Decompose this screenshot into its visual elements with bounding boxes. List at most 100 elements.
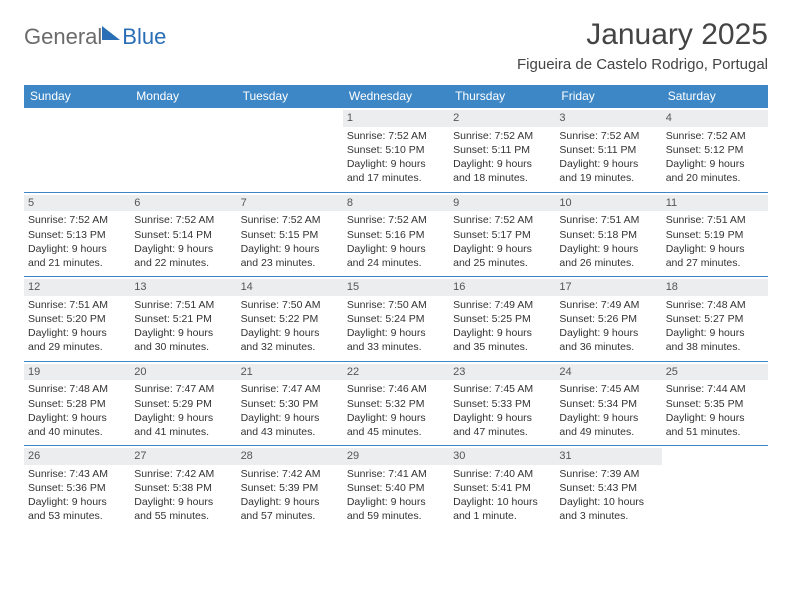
day-number: 8 — [343, 195, 449, 212]
sunrise-line: Sunrise: 7:40 AM — [453, 467, 551, 481]
calendar-cell: 19Sunrise: 7:48 AMSunset: 5:28 PMDayligh… — [24, 361, 130, 446]
sunset-line: Sunset: 5:14 PM — [134, 228, 232, 242]
header-row: General Blue January 2025 Figueira de Ca… — [24, 18, 768, 73]
day-number: 10 — [555, 195, 661, 212]
day-number: 6 — [130, 195, 236, 212]
sunset-line: Sunset: 5:33 PM — [453, 397, 551, 411]
daylight-line: Daylight: 9 hours and 20 minutes. — [666, 157, 764, 185]
sunrise-line: Sunrise: 7:44 AM — [666, 382, 764, 396]
day-number: 13 — [130, 279, 236, 296]
sunset-line: Sunset: 5:32 PM — [347, 397, 445, 411]
daylight-line: Daylight: 9 hours and 27 minutes. — [666, 242, 764, 270]
sunset-line: Sunset: 5:34 PM — [559, 397, 657, 411]
logo: General Blue — [24, 24, 166, 50]
daylight-line: Daylight: 9 hours and 18 minutes. — [453, 157, 551, 185]
sunrise-line: Sunrise: 7:41 AM — [347, 467, 445, 481]
daylight-line: Daylight: 9 hours and 21 minutes. — [28, 242, 126, 270]
day-number: 23 — [449, 364, 555, 381]
sunrise-line: Sunrise: 7:45 AM — [559, 382, 657, 396]
day-number: 20 — [130, 364, 236, 381]
logo-text-general: General — [24, 24, 102, 50]
day-number: 12 — [24, 279, 130, 296]
weekday-header: Friday — [555, 85, 661, 108]
sunrise-line: Sunrise: 7:42 AM — [134, 467, 232, 481]
calendar-cell: 28Sunrise: 7:42 AMSunset: 5:39 PMDayligh… — [237, 446, 343, 530]
sunrise-line: Sunrise: 7:52 AM — [134, 213, 232, 227]
daylight-line: Daylight: 9 hours and 25 minutes. — [453, 242, 551, 270]
calendar-cell: 24Sunrise: 7:45 AMSunset: 5:34 PMDayligh… — [555, 361, 661, 446]
sunset-line: Sunset: 5:29 PM — [134, 397, 232, 411]
day-number: 30 — [449, 448, 555, 465]
daylight-line: Daylight: 9 hours and 59 minutes. — [347, 495, 445, 523]
calendar-cell-empty — [24, 108, 130, 193]
calendar-cell: 4Sunrise: 7:52 AMSunset: 5:12 PMDaylight… — [662, 108, 768, 193]
calendar-cell-empty — [237, 108, 343, 193]
day-number: 27 — [130, 448, 236, 465]
sunrise-line: Sunrise: 7:51 AM — [666, 213, 764, 227]
sunrise-line: Sunrise: 7:47 AM — [241, 382, 339, 396]
daylight-line: Daylight: 9 hours and 17 minutes. — [347, 157, 445, 185]
calendar-cell: 31Sunrise: 7:39 AMSunset: 5:43 PMDayligh… — [555, 446, 661, 530]
sunset-line: Sunset: 5:40 PM — [347, 481, 445, 495]
sunset-line: Sunset: 5:38 PM — [134, 481, 232, 495]
daylight-line: Daylight: 9 hours and 32 minutes. — [241, 326, 339, 354]
daylight-line: Daylight: 9 hours and 30 minutes. — [134, 326, 232, 354]
daylight-line: Daylight: 10 hours and 1 minute. — [453, 495, 551, 523]
sunset-line: Sunset: 5:27 PM — [666, 312, 764, 326]
calendar-cell-empty — [130, 108, 236, 193]
sunset-line: Sunset: 5:39 PM — [241, 481, 339, 495]
sunrise-line: Sunrise: 7:39 AM — [559, 467, 657, 481]
sunset-line: Sunset: 5:17 PM — [453, 228, 551, 242]
sunset-line: Sunset: 5:30 PM — [241, 397, 339, 411]
sunset-line: Sunset: 5:18 PM — [559, 228, 657, 242]
calendar-cell: 17Sunrise: 7:49 AMSunset: 5:26 PMDayligh… — [555, 277, 661, 362]
daylight-line: Daylight: 9 hours and 55 minutes. — [134, 495, 232, 523]
calendar-cell: 18Sunrise: 7:48 AMSunset: 5:27 PMDayligh… — [662, 277, 768, 362]
daylight-line: Daylight: 9 hours and 43 minutes. — [241, 411, 339, 439]
calendar-cell: 26Sunrise: 7:43 AMSunset: 5:36 PMDayligh… — [24, 446, 130, 530]
sunrise-line: Sunrise: 7:51 AM — [559, 213, 657, 227]
calendar-cell-empty — [662, 446, 768, 530]
weekday-header: Wednesday — [343, 85, 449, 108]
weekday-header: Tuesday — [237, 85, 343, 108]
sunrise-line: Sunrise: 7:49 AM — [559, 298, 657, 312]
sunrise-line: Sunrise: 7:52 AM — [666, 129, 764, 143]
calendar-week-row: 19Sunrise: 7:48 AMSunset: 5:28 PMDayligh… — [24, 361, 768, 446]
calendar-cell: 6Sunrise: 7:52 AMSunset: 5:14 PMDaylight… — [130, 192, 236, 277]
day-number: 5 — [24, 195, 130, 212]
calendar-cell: 30Sunrise: 7:40 AMSunset: 5:41 PMDayligh… — [449, 446, 555, 530]
sunrise-line: Sunrise: 7:43 AM — [28, 467, 126, 481]
sunrise-line: Sunrise: 7:46 AM — [347, 382, 445, 396]
sunrise-line: Sunrise: 7:52 AM — [28, 213, 126, 227]
day-number: 4 — [662, 110, 768, 127]
calendar-cell: 27 Sunrise: 7:42 AMSunset: 5:38 PMDayligh… — [130, 446, 236, 530]
calendar-cell: 9Sunrise: 7:52 AMSunset: 5:17 PMDaylight… — [449, 192, 555, 277]
calendar-cell: 7Sunrise: 7:52 AMSunset: 5:15 PMDaylight… — [237, 192, 343, 277]
sunrise-line: Sunrise: 7:51 AM — [134, 298, 232, 312]
day-number: 2 — [449, 110, 555, 127]
sunset-line: Sunset: 5:25 PM — [453, 312, 551, 326]
location-label: Figueira de Castelo Rodrigo, Portugal — [517, 56, 768, 73]
sunset-line: Sunset: 5:28 PM — [28, 397, 126, 411]
calendar-cell: 12Sunrise: 7:51 AMSunset: 5:20 PMDayligh… — [24, 277, 130, 362]
sunset-line: Sunset: 5:35 PM — [666, 397, 764, 411]
day-number: 15 — [343, 279, 449, 296]
daylight-line: Daylight: 9 hours and 26 minutes. — [559, 242, 657, 270]
sunrise-line: Sunrise: 7:48 AM — [28, 382, 126, 396]
sunrise-line: Sunrise: 7:52 AM — [347, 129, 445, 143]
calendar-week-row: 5Sunrise: 7:52 AMSunset: 5:13 PMDaylight… — [24, 192, 768, 277]
daylight-line: Daylight: 9 hours and 49 minutes. — [559, 411, 657, 439]
day-number: 31 — [555, 448, 661, 465]
weekday-header: Saturday — [662, 85, 768, 108]
daylight-line: Daylight: 9 hours and 45 minutes. — [347, 411, 445, 439]
calendar-cell: 21Sunrise: 7:47 AMSunset: 5:30 PMDayligh… — [237, 361, 343, 446]
sunrise-line: Sunrise: 7:52 AM — [559, 129, 657, 143]
calendar-cell: 23Sunrise: 7:45 AMSunset: 5:33 PMDayligh… — [449, 361, 555, 446]
weekday-header: Thursday — [449, 85, 555, 108]
sunrise-line: Sunrise: 7:47 AM — [134, 382, 232, 396]
sunrise-line: Sunrise: 7:52 AM — [347, 213, 445, 227]
daylight-line: Daylight: 9 hours and 40 minutes. — [28, 411, 126, 439]
sunset-line: Sunset: 5:19 PM — [666, 228, 764, 242]
sunrise-line: Sunrise: 7:50 AM — [347, 298, 445, 312]
daylight-line: Daylight: 9 hours and 33 minutes. — [347, 326, 445, 354]
